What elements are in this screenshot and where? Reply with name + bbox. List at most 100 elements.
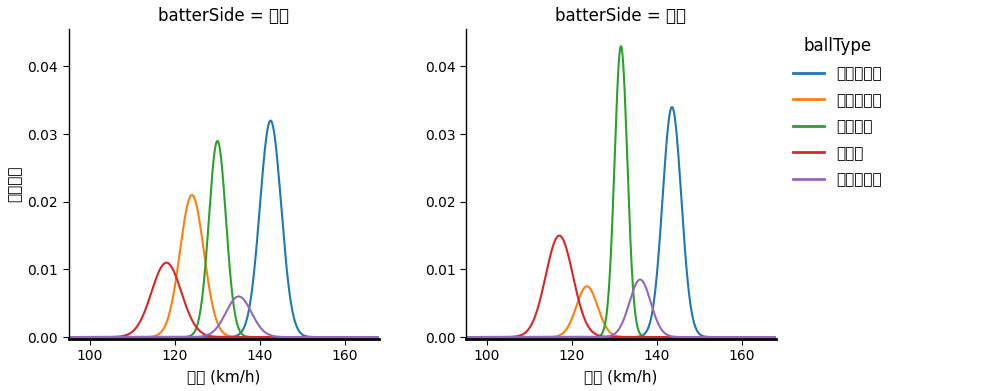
フォーク [614,45,626,50]
フォーク [740,335,751,339]
X-axis label: 球速 (km/h): 球速 (km/h) [583,369,657,384]
ツーシーム [809,335,821,339]
スライダー [740,335,751,339]
カーブ [42,335,54,339]
スライダー [186,193,198,197]
フォーク [423,335,435,339]
スライダー [228,334,240,339]
ストレート [228,334,240,339]
スライダー [343,335,355,339]
ツーシーム [217,315,229,320]
スライダー [820,335,832,339]
スライダー [457,335,469,339]
ツーシーム [820,335,832,339]
ストレート [457,335,469,339]
カーブ [413,335,424,339]
スライダー [580,284,592,289]
フォーク [413,335,424,339]
ツーシーム [457,335,469,339]
スライダー [438,335,450,339]
フォーク [809,335,821,339]
カーブ [438,335,450,339]
フォーク [211,138,223,143]
ストレート [264,118,276,123]
フォーク [457,335,469,339]
Line: ツーシーム: ツーシーム [48,296,429,337]
Line: ツーシーム: ツーシーム [444,280,826,337]
ストレート [438,335,450,339]
Y-axis label: 確率密度: 確率密度 [7,166,22,203]
ツーシーム [233,294,245,299]
ストレート [413,335,424,339]
ストレート [217,335,229,339]
スライダー [614,334,626,339]
ストレート [809,335,821,339]
カーブ [228,335,240,339]
ツーシーム [61,335,73,339]
ツーシーム [343,335,355,339]
ツーシーム [809,335,821,339]
カーブ [809,335,821,339]
スライダー [809,335,821,339]
ツーシーム [228,298,240,302]
フォーク [343,335,355,339]
Line: カーブ: カーブ [444,236,826,337]
Line: ストレート: ストレート [444,107,826,337]
ストレート [624,335,636,339]
カーブ [624,335,636,339]
スライダー [413,335,424,339]
カーブ [413,335,424,339]
カーブ [423,335,435,339]
ツーシーム [438,335,450,339]
ツーシーム [633,277,645,282]
Line: フォーク: フォーク [444,46,826,337]
ストレート [665,105,677,109]
X-axis label: 球速 (km/h): 球速 (km/h) [187,369,260,384]
Line: ストレート: ストレート [48,120,429,337]
カーブ [61,335,73,339]
スライダー [423,335,435,339]
ストレート [614,335,626,339]
Title: batterSide = 右打: batterSide = 右打 [555,7,686,25]
Line: フォーク: フォーク [48,141,429,337]
ストレート [740,335,751,339]
ツーシーム [740,335,751,339]
ストレート [61,335,73,339]
ツーシーム [413,335,424,339]
カーブ [343,335,355,339]
ツーシーム [413,335,424,339]
Legend: ストレート, スライダー, フォーク, カーブ, ツーシーム: ストレート, スライダー, フォーク, カーブ, ツーシーム [792,37,881,187]
フォーク [61,335,73,339]
カーブ [820,335,832,339]
ストレート [42,335,54,339]
フォーク [809,335,821,339]
フォーク [614,44,626,48]
フォーク [228,303,240,307]
Line: スライダー: スライダー [444,286,826,337]
ストレート [423,335,435,339]
カーブ [809,335,821,339]
カーブ [553,233,565,238]
カーブ [614,335,626,339]
ストレート [343,335,355,339]
カーブ [160,260,172,265]
ストレート [413,335,424,339]
フォーク [218,182,230,187]
カーブ [218,335,230,339]
スライダー [413,335,424,339]
スライダー [61,335,73,339]
ツーシーム [614,324,626,329]
スライダー [42,335,54,339]
フォーク [42,335,54,339]
フォーク [413,335,424,339]
ストレート [809,335,821,339]
カーブ [457,335,469,339]
スライダー [218,330,230,335]
Line: カーブ: カーブ [48,263,429,337]
Title: batterSide = 左打: batterSide = 左打 [158,7,289,25]
ストレート [820,335,832,339]
フォーク [624,246,636,250]
フォーク [438,335,450,339]
ツーシーム [624,296,636,301]
スライダー [624,335,636,339]
